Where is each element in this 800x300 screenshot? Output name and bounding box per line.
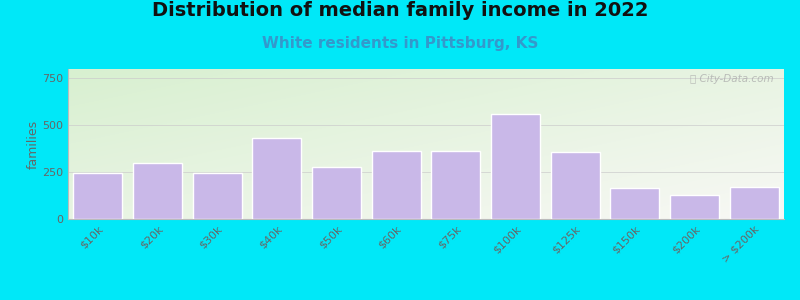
Bar xyxy=(74,173,122,219)
Bar xyxy=(431,151,480,219)
Bar xyxy=(491,114,540,219)
Text: White residents in Pittsburg, KS: White residents in Pittsburg, KS xyxy=(262,36,538,51)
Bar xyxy=(550,152,600,219)
Text: Distribution of median family income in 2022: Distribution of median family income in … xyxy=(152,2,648,20)
Bar xyxy=(372,151,421,219)
Bar xyxy=(133,163,182,219)
Bar xyxy=(730,187,778,219)
Y-axis label: families: families xyxy=(26,119,39,169)
Bar xyxy=(252,138,302,219)
Bar xyxy=(193,173,242,219)
Bar xyxy=(312,167,361,219)
Bar xyxy=(610,188,659,219)
Bar xyxy=(670,195,719,219)
Text: ⓘ City-Data.com: ⓘ City-Data.com xyxy=(690,74,774,83)
